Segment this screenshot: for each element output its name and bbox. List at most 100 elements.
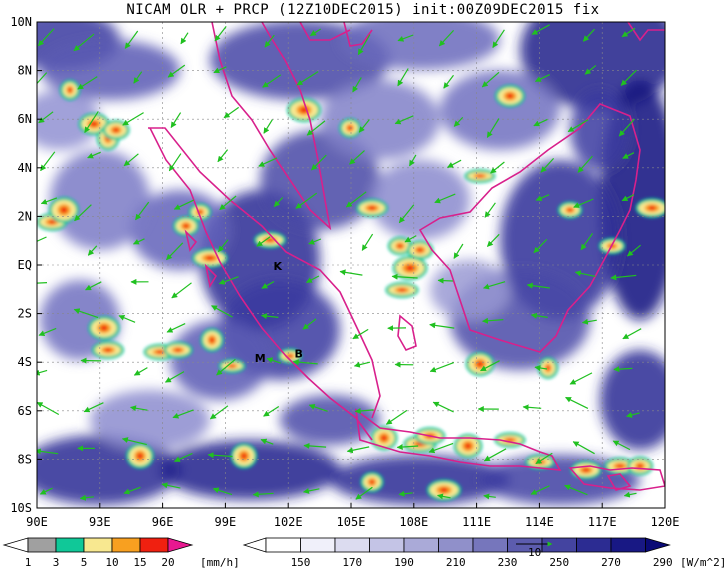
wind-vector [123,153,139,167]
latitude-tick-label: 10N [10,15,32,29]
precip-colorbar: 1 3 5 10 15 20 [2,537,194,569]
wind-vectors [37,24,642,501]
wind-vector [85,281,102,291]
wind-vector [437,493,451,500]
olr-colorbar-tick: 250 [549,556,569,569]
latitude-tick-label: 2S [18,307,32,321]
wind-vector [311,154,327,171]
olr-colorbar-swatch [576,537,612,553]
wind-vector [443,74,454,89]
wind-vector [37,401,60,416]
wind-vector [303,487,320,494]
wind-vector [582,28,595,42]
wind-vector [172,409,194,419]
reference-vector: 10 [516,541,553,559]
wind-vector [266,357,281,364]
wind-vector [612,440,631,451]
wind-vector [121,437,147,446]
wind-vector [622,152,635,159]
wind-vector [303,442,327,449]
coastline-sulawesi-edge [627,22,665,42]
wind-vector [447,159,462,168]
wind-vector [74,204,92,222]
longitude-tick-label: 108E [399,515,428,529]
wind-vector [361,233,374,251]
precip-colorbar-tick: 3 [53,556,60,569]
wind-vector [352,77,362,93]
wind-vector [572,441,595,455]
precip-colorbar-swatch [83,537,113,553]
wind-vector [486,233,500,247]
wind-vector [534,74,550,82]
wind-vector [534,365,548,371]
latitude-tick-label: 10S [10,501,32,515]
wind-vector [580,233,593,251]
precip-colorbar-tick: 5 [81,556,88,569]
station-label: M [255,352,266,365]
wind-vector [397,34,414,42]
wind-vector [621,27,636,38]
longitude-tick-label: 96E [152,515,174,529]
wind-vector [211,305,233,318]
wind-vector [396,444,419,451]
wind-vector [492,29,505,49]
coastline-nias-islands [184,229,218,289]
olr-colorbar-tick: 170 [342,556,362,569]
olr-colorbar-tick: 210 [446,556,466,569]
wind-vector [214,26,227,42]
wind-vector [573,198,594,208]
precip-colorbar-tick: 15 [133,556,146,569]
longitude-tick-label: 90E [26,515,48,529]
wind-vector [38,327,57,337]
wind-vector [38,111,54,124]
wind-vector [346,446,370,454]
wind-vector [626,412,640,418]
wind-vector [453,116,464,127]
olr-colorbar-tick: 150 [291,556,311,569]
wind-vector [37,72,48,85]
wind-vector [79,494,94,501]
wind-vector [77,76,98,90]
coastline-indochina-tip [343,22,373,47]
wind-vector [577,155,593,173]
olr-colorbar-swatch [438,537,474,553]
wind-vector [37,448,59,455]
wind-vector [73,33,95,52]
station-label: B [294,347,302,360]
wind-vector [621,194,635,202]
wind-vector [217,239,229,253]
reference-vector-label: 10 [528,546,541,559]
wind-vector [345,191,367,208]
lat-lon-grid [37,22,665,508]
wind-vector [581,318,597,325]
wind-vector [483,493,496,500]
wind-vector [610,274,637,281]
latitude-tick-label: 6S [18,404,32,418]
wind-vector [530,312,548,319]
wind-vector [385,409,408,425]
wind-vector [292,359,318,366]
wind-vector [308,403,328,412]
longitude-tick-label: 93E [89,515,111,529]
longitude-labels: 90E 93E 96E 99E 102E 105E 108E 111E 114E 117E 120E [26,503,679,529]
wind-vector [256,236,271,247]
coastline-thailand-east [299,22,351,41]
olr-colorbar-tick: 270 [601,556,621,569]
wind-vector [453,243,464,259]
wind-vector [354,407,374,414]
wind-vector [135,201,150,221]
plot-title: NICAM OLR + PRCP (12Z10DEC2015) init:00Z… [126,2,600,18]
wind-vector [567,119,589,133]
wind-vector [167,64,186,78]
wind-vector [535,194,550,201]
coastline-sumbawa [606,473,632,491]
wind-vector [124,30,139,49]
wind-vector [353,361,371,368]
olr-colorbar-tick: 190 [394,556,414,569]
coastlines [148,22,665,491]
wind-vector [613,366,633,373]
wind-vector [358,119,370,133]
wind-vector [540,157,555,173]
wind-vector [626,244,641,257]
olr-colorbar-tick: 230 [498,556,518,569]
